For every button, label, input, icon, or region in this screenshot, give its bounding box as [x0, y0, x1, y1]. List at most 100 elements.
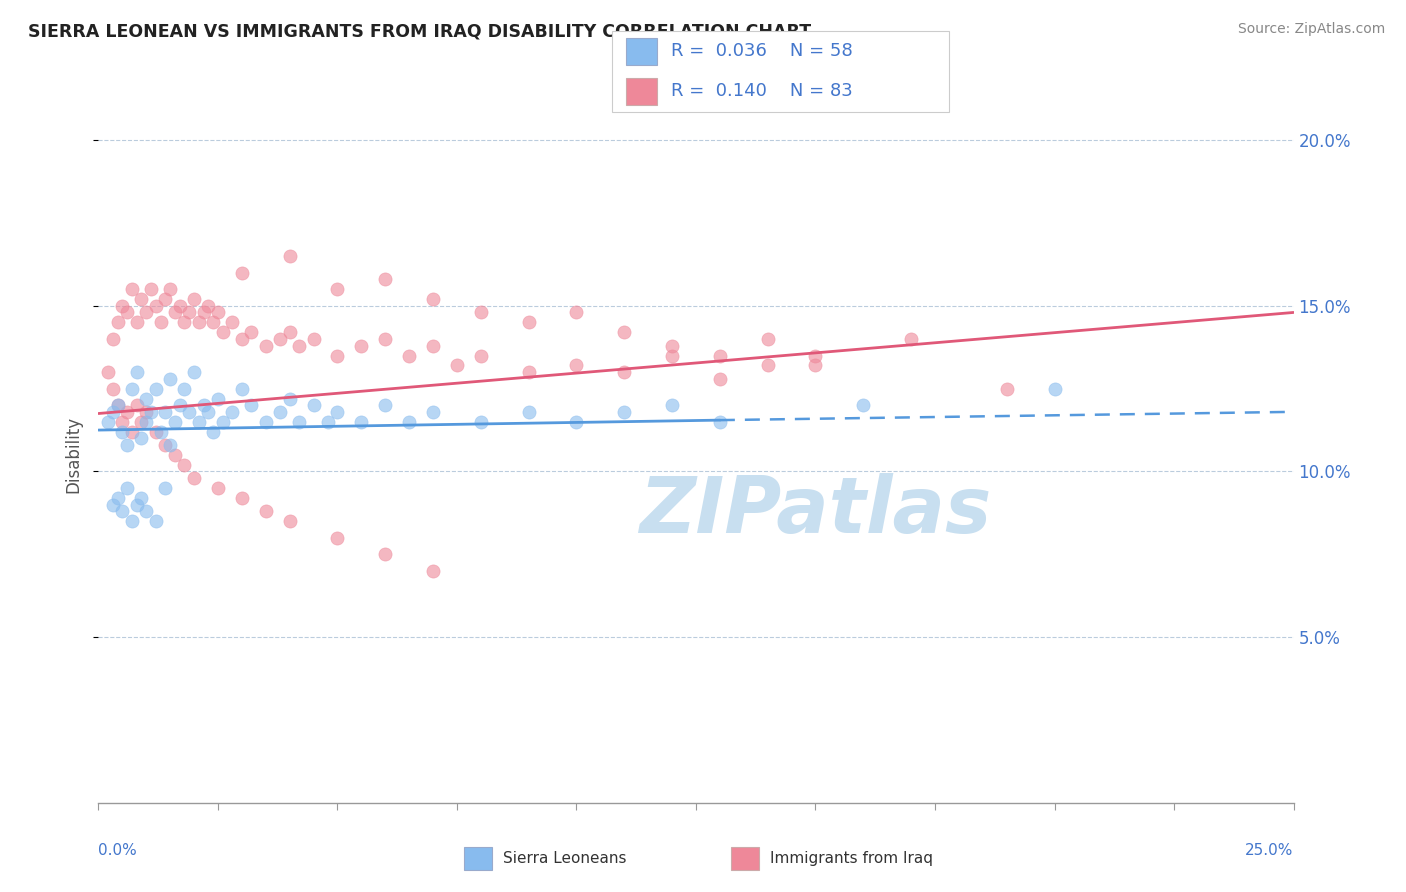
- Point: [155, 481, 177, 495]
- Point: [97, 365, 120, 379]
- Point: [111, 299, 134, 313]
- Point: [149, 315, 172, 329]
- Point: [326, 349, 349, 363]
- Text: 0.0%: 0.0%: [98, 843, 138, 858]
- Point: [446, 359, 468, 373]
- Point: [135, 504, 157, 518]
- Point: [470, 415, 492, 429]
- Point: [422, 405, 444, 419]
- Point: [804, 359, 827, 373]
- Point: [269, 332, 291, 346]
- Point: [302, 332, 325, 346]
- Point: [121, 382, 143, 396]
- Point: [517, 315, 540, 329]
- Point: [125, 498, 148, 512]
- Point: [163, 448, 186, 462]
- Text: Source: ZipAtlas.com: Source: ZipAtlas.com: [1237, 22, 1385, 37]
- Text: Sierra Leoneans: Sierra Leoneans: [503, 851, 627, 866]
- Point: [398, 349, 420, 363]
- Point: [470, 349, 492, 363]
- Point: [179, 305, 201, 319]
- Point: [1043, 382, 1066, 396]
- Point: [995, 382, 1018, 396]
- Point: [422, 292, 444, 306]
- Point: [193, 398, 215, 412]
- Point: [121, 425, 143, 439]
- Point: [107, 491, 129, 505]
- Text: ZIPatlas: ZIPatlas: [640, 473, 991, 549]
- Text: 25.0%: 25.0%: [1246, 843, 1294, 858]
- Point: [202, 425, 225, 439]
- Point: [115, 438, 138, 452]
- Point: [139, 282, 162, 296]
- Point: [231, 491, 253, 505]
- Point: [183, 365, 205, 379]
- Point: [173, 315, 195, 329]
- Point: [278, 326, 301, 340]
- Text: R =  0.140    N = 83: R = 0.140 N = 83: [671, 82, 852, 101]
- Point: [125, 365, 148, 379]
- Point: [131, 415, 153, 429]
- Point: [804, 349, 827, 363]
- Point: [661, 398, 683, 412]
- Point: [125, 315, 148, 329]
- Point: [97, 415, 120, 429]
- Point: [135, 305, 157, 319]
- Point: [159, 282, 181, 296]
- Point: [278, 392, 301, 406]
- Point: [278, 249, 301, 263]
- Point: [159, 372, 181, 386]
- Point: [121, 514, 143, 528]
- Point: [159, 438, 181, 452]
- Point: [101, 405, 124, 419]
- Point: [900, 332, 922, 346]
- Point: [131, 431, 153, 445]
- Point: [661, 349, 683, 363]
- Point: [173, 458, 195, 472]
- Point: [101, 332, 124, 346]
- Point: [207, 481, 229, 495]
- Point: [211, 415, 233, 429]
- Point: [145, 514, 167, 528]
- Text: SIERRA LEONEAN VS IMMIGRANTS FROM IRAQ DISABILITY CORRELATION CHART: SIERRA LEONEAN VS IMMIGRANTS FROM IRAQ D…: [28, 22, 811, 40]
- Point: [155, 405, 177, 419]
- Point: [422, 564, 444, 578]
- Point: [121, 282, 143, 296]
- Point: [131, 292, 153, 306]
- Point: [211, 326, 233, 340]
- Point: [240, 398, 263, 412]
- Point: [231, 332, 253, 346]
- Point: [107, 315, 129, 329]
- Point: [131, 491, 153, 505]
- Point: [155, 438, 177, 452]
- Point: [135, 392, 157, 406]
- Point: [115, 305, 138, 319]
- Point: [613, 405, 636, 419]
- Point: [374, 398, 396, 412]
- Point: [221, 405, 243, 419]
- Point: [139, 405, 162, 419]
- Point: [111, 504, 134, 518]
- Point: [709, 349, 731, 363]
- Point: [254, 504, 277, 518]
- Point: [231, 266, 253, 280]
- Point: [135, 415, 157, 429]
- Point: [101, 382, 124, 396]
- Point: [111, 415, 134, 429]
- Point: [183, 471, 205, 485]
- Point: [565, 359, 588, 373]
- Point: [613, 365, 636, 379]
- Point: [422, 338, 444, 352]
- Point: [202, 315, 225, 329]
- Point: [288, 415, 311, 429]
- Point: [197, 299, 219, 313]
- Point: [288, 338, 311, 352]
- Point: [374, 332, 396, 346]
- Point: [326, 282, 349, 296]
- Point: [183, 292, 205, 306]
- Point: [111, 425, 134, 439]
- Point: [115, 405, 138, 419]
- Point: [470, 305, 492, 319]
- Point: [149, 425, 172, 439]
- Point: [302, 398, 325, 412]
